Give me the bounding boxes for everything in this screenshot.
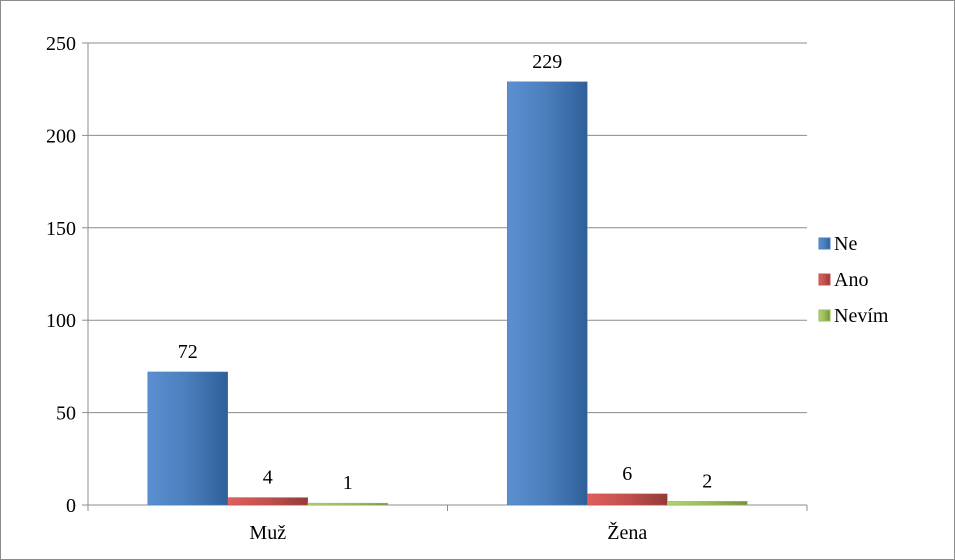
- bar-ano-0: [227, 497, 308, 506]
- y-tick-label: 0: [66, 495, 76, 517]
- y-tick-label: 150: [46, 218, 76, 240]
- data-label: 1: [343, 472, 353, 494]
- x-category-label: Žena: [607, 521, 647, 544]
- data-label: 229: [532, 51, 562, 73]
- y-tick-label: 100: [46, 310, 76, 332]
- legend-label-ano: Ano: [834, 269, 868, 291]
- legend-swatch-ne: [818, 237, 831, 250]
- data-label: 72: [178, 341, 198, 363]
- legend: Ne Ano Nevím: [818, 233, 889, 327]
- data-label: 2: [702, 470, 712, 492]
- bar-ne-1: [507, 81, 588, 506]
- data-label: 6: [622, 463, 632, 485]
- bar-nevím-1: [667, 501, 748, 506]
- bar-nevím-0: [307, 502, 388, 506]
- gridlines: [88, 42, 807, 414]
- bar-ne-0: [147, 371, 228, 506]
- legend-label-nevím: Nevím: [834, 305, 889, 327]
- legend-swatch-ano: [818, 273, 831, 286]
- y-tick-label: 250: [46, 33, 76, 55]
- bars: [147, 81, 748, 506]
- bar-ano-1: [587, 493, 668, 506]
- y-tick-label: 50: [56, 403, 76, 425]
- legend-label-ne: Ne: [834, 233, 857, 255]
- legend-swatch-nevím: [818, 309, 831, 322]
- data-labels: 72 4 1 229 6 2: [178, 51, 713, 494]
- data-label: 4: [263, 467, 273, 489]
- x-category-label: Muž: [249, 522, 286, 544]
- y-tick-label: 200: [46, 125, 76, 147]
